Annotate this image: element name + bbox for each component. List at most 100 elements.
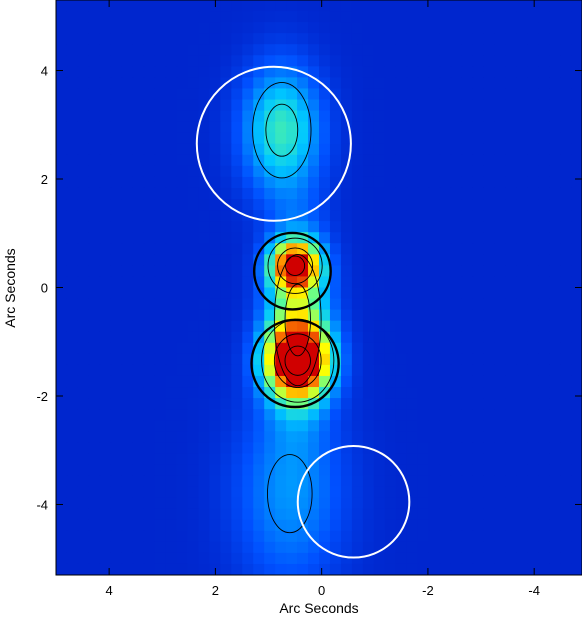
intensity-cell (77, 66, 90, 79)
intensity-cell (220, 265, 232, 278)
intensity-cell (472, 77, 484, 90)
intensity-cell (538, 44, 550, 56)
intensity-cell (450, 431, 463, 443)
intensity-cell (461, 541, 474, 554)
intensity-cell (362, 375, 375, 388)
intensity-cell (373, 364, 386, 377)
intensity-cell (395, 254, 408, 266)
intensity-cell (538, 221, 550, 233)
intensity-cell (242, 375, 254, 388)
intensity-cell (373, 77, 386, 90)
intensity-cell (516, 143, 528, 156)
intensity-cell (132, 552, 145, 565)
intensity-cell (88, 143, 101, 156)
intensity-cell (220, 221, 232, 233)
intensity-cell (362, 530, 375, 543)
intensity-cell (395, 387, 408, 399)
intensity-cell (176, 199, 189, 211)
intensity-cell (494, 11, 506, 23)
intensity-cell (472, 431, 484, 443)
intensity-cell (538, 475, 550, 488)
intensity-cell (472, 409, 484, 421)
intensity-cell (373, 210, 386, 222)
intensity-cell (483, 44, 495, 56)
intensity-cell (77, 309, 90, 322)
intensity-cell (571, 442, 582, 454)
intensity-cell (187, 563, 200, 575)
intensity-cell (362, 453, 375, 466)
intensity-cell (77, 11, 90, 23)
intensity-cell (319, 55, 331, 67)
intensity-cell (483, 254, 495, 266)
intensity-cell (351, 88, 364, 101)
intensity-cell (384, 398, 397, 410)
intensity-cell (505, 187, 517, 200)
intensity-cell (483, 475, 495, 488)
intensity-cell (242, 552, 254, 565)
intensity-cell (154, 442, 167, 454)
intensity-cell (308, 210, 320, 222)
intensity-cell (395, 442, 408, 454)
intensity-cell (384, 99, 397, 112)
intensity-cell (110, 22, 123, 34)
intensity-cell (110, 99, 123, 112)
intensity-cell (362, 431, 375, 443)
intensity-cell (461, 464, 474, 477)
intensity-cell (154, 176, 167, 189)
intensity-cell (275, 199, 287, 211)
intensity-cell (505, 387, 517, 399)
intensity-cell (66, 320, 79, 333)
intensity-cell (549, 486, 561, 499)
intensity-cell (253, 11, 265, 23)
intensity-cell (483, 530, 495, 543)
intensity-cell (143, 442, 156, 454)
intensity-cell (110, 176, 123, 189)
intensity-cell (505, 22, 517, 34)
intensity-cell (373, 409, 386, 421)
intensity-cell (395, 165, 408, 178)
intensity-cell (483, 221, 495, 233)
intensity-cell (417, 298, 430, 311)
intensity-cell (154, 563, 167, 575)
intensity-cell (340, 99, 353, 112)
intensity-cell (494, 55, 506, 67)
intensity-cell (132, 110, 145, 123)
intensity-cell (319, 132, 331, 145)
intensity-cell (176, 276, 189, 289)
intensity-cell (571, 88, 582, 101)
intensity-cell (483, 132, 495, 145)
intensity-cell (209, 132, 221, 145)
intensity-cell (329, 187, 342, 200)
intensity-cell (209, 464, 221, 477)
intensity-cell (110, 398, 123, 410)
intensity-cell (461, 342, 474, 355)
intensity-cell (264, 243, 276, 255)
intensity-cell (253, 187, 265, 200)
intensity-cell (308, 431, 320, 443)
intensity-cell (286, 442, 298, 454)
intensity-cell (56, 77, 68, 90)
intensity-cell (132, 508, 145, 521)
intensity-cell (362, 541, 375, 554)
intensity-cell (516, 475, 528, 488)
intensity-cell (406, 387, 419, 399)
intensity-cell (538, 154, 550, 167)
intensity-cell (319, 342, 331, 355)
intensity-cell (286, 121, 298, 134)
intensity-cell (110, 165, 123, 178)
intensity-cell (373, 420, 386, 432)
intensity-cell (297, 486, 309, 499)
intensity-cell (176, 0, 189, 12)
intensity-cell (176, 320, 189, 333)
intensity-cell (483, 409, 495, 421)
intensity-cell (110, 287, 123, 300)
intensity-cell (560, 398, 572, 410)
intensity-cell (275, 320, 287, 333)
intensity-cell (516, 44, 528, 56)
intensity-cell (88, 254, 101, 266)
intensity-cell (77, 364, 90, 377)
intensity-cell (143, 375, 156, 388)
intensity-cell (450, 342, 463, 355)
intensity-cell (56, 165, 68, 178)
intensity-cell (362, 154, 375, 167)
